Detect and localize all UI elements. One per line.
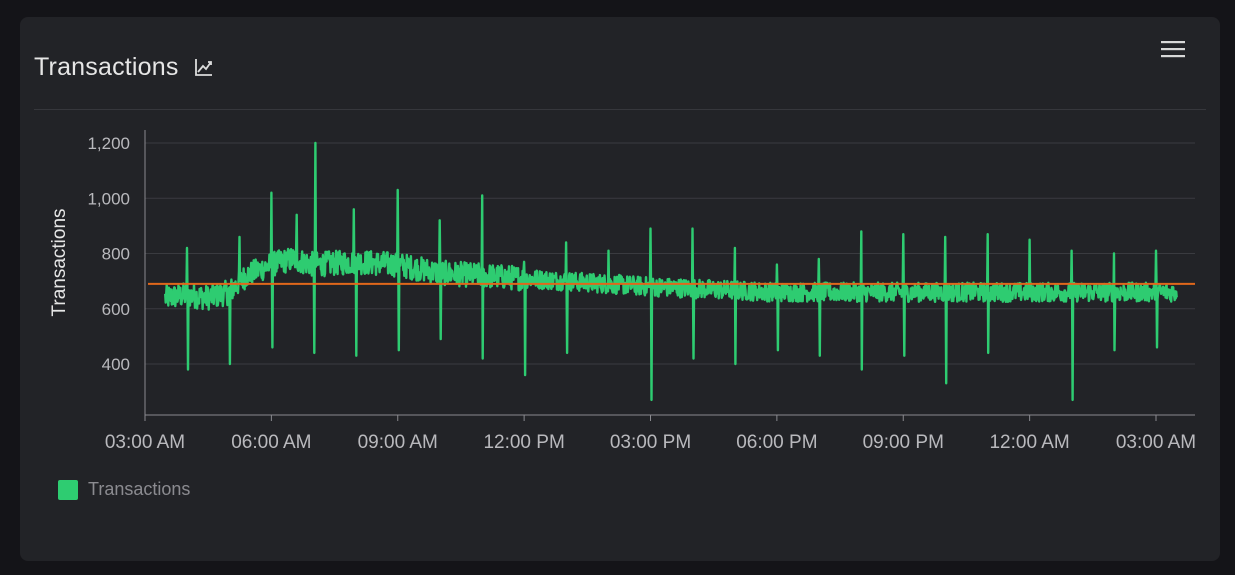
y-axis-title: Transactions bbox=[49, 208, 70, 316]
panel-title: Transactions bbox=[34, 52, 179, 81]
chart-line-icon[interactable] bbox=[193, 56, 215, 78]
y-tick-label: 800 bbox=[102, 245, 130, 264]
y-tick-label: 1,200 bbox=[87, 134, 130, 153]
hamburger-menu-icon[interactable] bbox=[1160, 39, 1186, 59]
x-tick-label: 06:00 PM bbox=[736, 432, 817, 453]
transactions-panel: Transactions 400 600 800 1,000 1,200 03:00 AM… bbox=[20, 17, 1220, 561]
x-tick-label: 12:00 PM bbox=[483, 432, 564, 453]
x-tick-label: 03:00 AM bbox=[105, 432, 185, 453]
header-divider bbox=[34, 109, 1206, 110]
y-tick-label: 1,000 bbox=[87, 189, 130, 208]
y-tick-label: 600 bbox=[102, 300, 130, 319]
x-tick-label: 09:00 AM bbox=[358, 432, 438, 453]
panel-header: Transactions bbox=[34, 47, 215, 87]
legend-item-transactions[interactable]: Transactions bbox=[58, 479, 190, 500]
legend-swatch bbox=[58, 479, 78, 500]
y-tick-label: 400 bbox=[102, 355, 130, 374]
x-tick-label: 12:00 AM bbox=[989, 432, 1069, 453]
transactions-line-chart: 400 600 800 1,000 1,200 03:00 AM 06:00 AM 09:00… bbox=[49, 130, 1196, 453]
x-tick-label: 03:00 PM bbox=[610, 432, 691, 453]
series-line-transactions bbox=[164, 141, 1178, 402]
x-tick-label: 03:00 AM bbox=[1116, 432, 1196, 453]
x-tick-label: 09:00 PM bbox=[863, 432, 944, 453]
legend-label: Transactions bbox=[88, 479, 191, 499]
x-tick-label: 06:00 AM bbox=[231, 432, 311, 453]
